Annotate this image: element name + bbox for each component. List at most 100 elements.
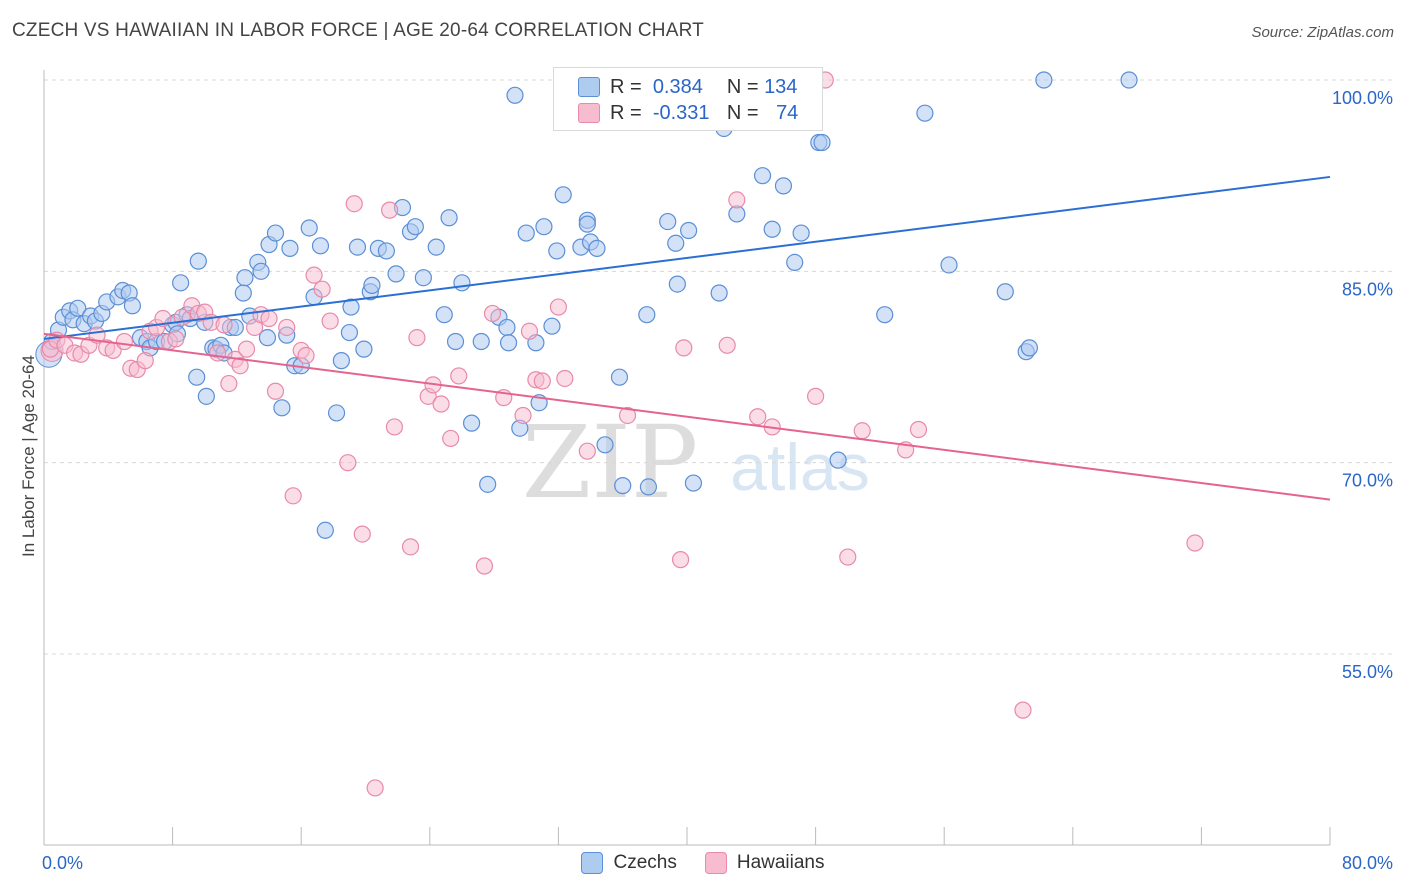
czech-point[interactable] [829,451,847,469]
hawaiian-point[interactable] [305,266,323,284]
czech-point[interactable] [281,239,299,257]
hawaiian-point[interactable] [578,442,596,460]
hawaiian-point[interactable] [483,304,502,323]
hawaiian-point[interactable] [321,312,339,330]
czech-point[interactable] [188,368,206,386]
czech-point[interactable] [387,265,405,283]
czech-point[interactable] [578,215,596,233]
czech-point[interactable] [710,284,728,302]
czech-point[interactable] [332,352,350,370]
czech-point[interactable] [273,399,291,417]
czech-point[interactable] [548,242,566,260]
czech-point[interactable] [1035,71,1053,89]
hawaiian-point[interactable] [115,332,133,351]
czech-point[interactable] [876,306,894,324]
hawaiian-point[interactable] [278,318,296,337]
czech-point[interactable] [472,332,490,351]
czech-point[interactable] [996,283,1014,301]
czech-point[interactable] [499,334,518,352]
hawaiian-point[interactable] [853,422,871,440]
czech-point[interactable] [311,237,330,255]
hawaiian-point[interactable] [475,557,494,575]
hawaiian-point[interactable] [749,408,767,426]
czech-point[interactable] [667,234,685,252]
czech-point[interactable] [69,299,87,317]
czech-point[interactable] [535,218,553,236]
hawaiian-point[interactable] [381,201,399,219]
czech-point[interactable] [940,256,958,274]
hawaiian-point[interactable] [353,525,371,543]
czech-point[interactable] [916,104,934,122]
hawaiian-point[interactable] [1014,701,1032,719]
hawaiian-point[interactable] [408,329,426,347]
legend-item-hawaiians[interactable]: Hawaiians [704,852,825,874]
czech-point[interactable] [498,318,516,337]
czech-point[interactable] [774,177,793,195]
czech-point[interactable] [614,477,632,495]
czech-point[interactable] [172,274,190,292]
czech-point[interactable] [753,167,772,185]
czech-point[interactable] [348,238,367,256]
czech-point[interactable] [234,284,252,302]
czech-point[interactable] [1120,71,1138,89]
hawaiian-point[interactable] [533,372,551,390]
czech-point[interactable] [363,276,381,294]
czech-point[interactable] [189,252,207,270]
czech-point[interactable] [252,262,270,280]
hawaiian-point[interactable] [909,420,928,439]
czech-point[interactable] [435,306,453,324]
czech-point[interactable] [266,224,285,242]
hawaiian-point[interactable] [1186,534,1204,552]
hawaiian-point[interactable] [366,779,384,797]
czech-point[interactable] [427,238,445,256]
hawaiian-point[interactable] [167,330,185,348]
hawaiian-point[interactable] [432,395,450,413]
czech-point[interactable] [792,224,810,242]
hawaiian-point[interactable] [728,191,746,209]
czech-point[interactable] [554,186,572,204]
legend-item-czechs[interactable]: Czechs [581,852,677,874]
czech-point[interactable] [639,478,658,496]
hawaiian-point[interactable] [220,374,238,393]
czech-point[interactable] [668,275,686,293]
czech-point[interactable] [588,239,606,257]
hawaiian-point[interactable] [297,346,315,365]
hawaiian-point[interactable] [549,298,568,316]
hawaiian-point[interactable] [450,367,468,385]
czech-point[interactable] [123,297,142,315]
hawaiian-point[interactable] [237,340,256,358]
czech-point[interactable] [543,317,561,335]
hawaiian-point[interactable] [136,352,154,370]
czech-point[interactable] [300,219,318,237]
hawaiian-point[interactable] [442,429,460,448]
hawaiian-point[interactable] [401,538,420,556]
hawaiian-point[interactable] [675,339,693,357]
czech-point[interactable] [340,323,359,342]
hawaiian-point[interactable] [284,487,302,505]
hawaiian-point[interactable] [215,316,233,334]
czech-point[interactable] [406,218,424,236]
hawaiian-point[interactable] [345,195,363,213]
hawaiian-point[interactable] [671,551,690,569]
czech-point[interactable] [316,521,334,539]
czech-point[interactable] [479,475,497,493]
czech-point[interactable] [236,269,254,287]
czech-point[interactable] [659,212,677,231]
czech-point[interactable] [638,306,656,324]
czech-point[interactable] [355,340,373,358]
hawaiian-point[interactable] [839,548,857,566]
hawaiian-point[interactable] [385,418,404,436]
hawaiian-point[interactable] [618,406,637,425]
czech-point[interactable] [197,387,215,405]
czech-point[interactable] [517,224,535,242]
hawaiian-point[interactable] [209,344,227,362]
czech-point[interactable] [462,414,481,432]
czech-point[interactable] [327,404,346,422]
hawaiian-point[interactable] [718,336,736,354]
czech-point[interactable] [1020,339,1038,357]
czech-point[interactable] [446,332,465,351]
czech-point[interactable] [377,242,395,260]
hawaiian-point[interactable] [339,454,357,472]
czech-point[interactable] [763,220,781,238]
hawaiian-point[interactable] [231,357,249,375]
